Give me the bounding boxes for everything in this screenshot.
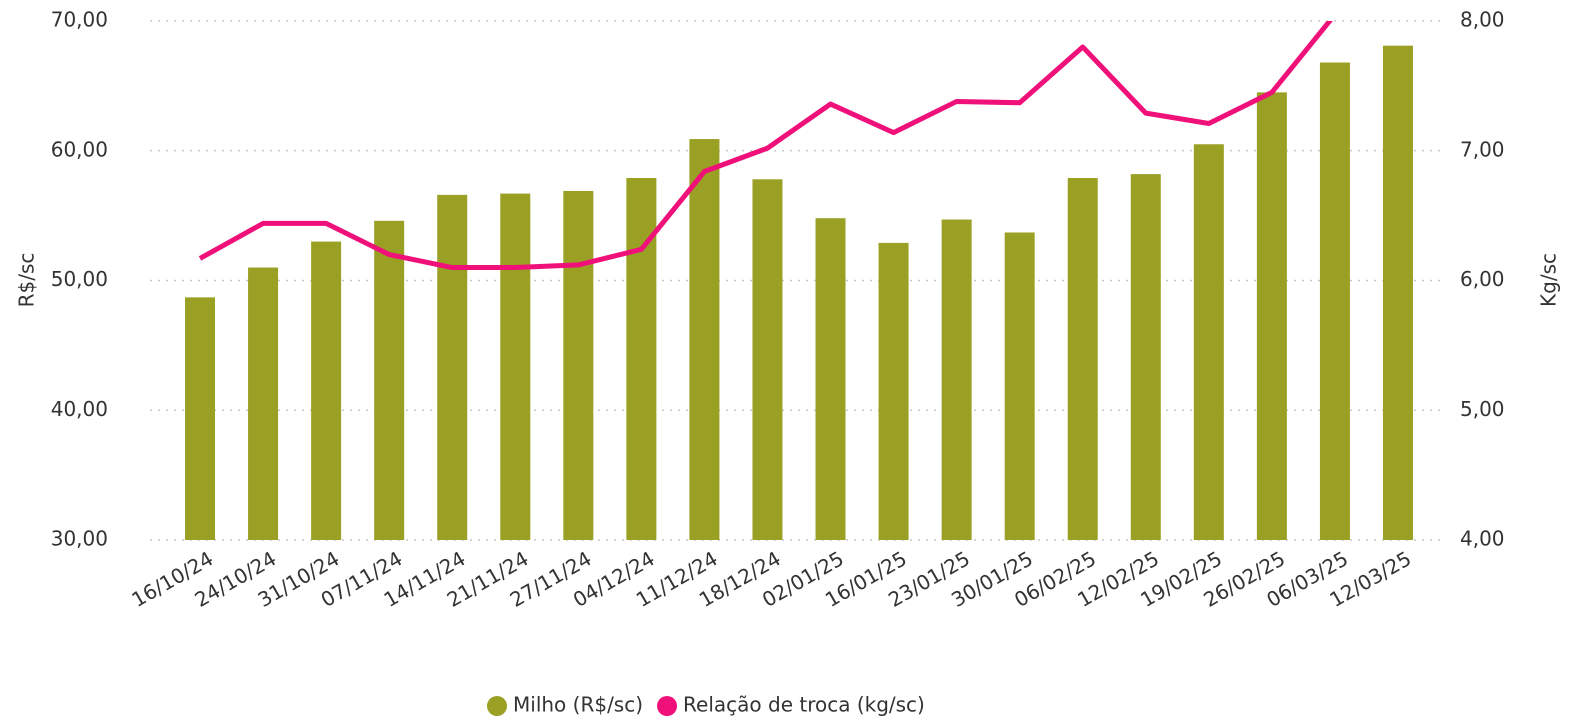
bar <box>626 177 657 540</box>
bar <box>878 242 909 540</box>
y-tick-label: 60,00 <box>51 137 108 161</box>
y2-tick-label: 4,00 <box>1460 527 1505 551</box>
y-tick-label: 50,00 <box>51 267 108 291</box>
bar <box>248 267 279 540</box>
line <box>198 21 1333 271</box>
bar <box>311 241 342 540</box>
bar <box>1319 62 1350 541</box>
y2-tick-label: 5,00 <box>1460 397 1505 421</box>
bar <box>1004 232 1035 540</box>
legend-marker <box>657 696 678 716</box>
bar <box>689 139 720 540</box>
bar <box>1256 92 1287 541</box>
bar <box>437 194 468 541</box>
bar <box>1130 174 1161 541</box>
bar <box>815 218 846 540</box>
bar <box>752 179 783 541</box>
bar <box>374 220 405 540</box>
legend-label: Relação de troca (kg/sc) <box>683 693 925 717</box>
y2-tick-label: 7,00 <box>1460 137 1505 161</box>
bar <box>563 190 594 540</box>
bar <box>1193 144 1224 540</box>
y-tick-label: 70,00 <box>51 8 108 32</box>
bar <box>941 219 972 540</box>
y2-tick-label: 8,00 <box>1460 8 1505 32</box>
y2-axis-title: Kg/sc <box>1537 253 1561 307</box>
bar <box>1382 45 1413 541</box>
y2-tick-label: 6,00 <box>1460 267 1505 291</box>
bar <box>185 297 216 540</box>
bar <box>500 193 531 540</box>
y-tick-label: 30,00 <box>51 527 108 551</box>
y-axis-title: R$/sc <box>15 253 39 308</box>
bar <box>1067 177 1098 540</box>
legend-marker <box>487 696 507 716</box>
legend-label: Milho (R$/sc) <box>513 693 643 717</box>
y-tick-label: 40,00 <box>51 397 108 421</box>
